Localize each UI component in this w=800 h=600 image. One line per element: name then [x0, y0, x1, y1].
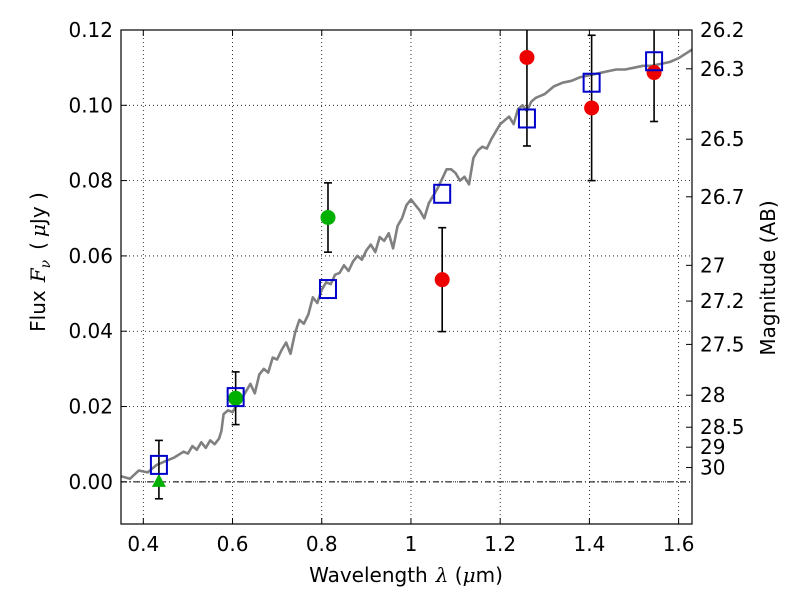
- x-axis-unit-rest: m): [476, 563, 503, 587]
- right-tick-label: 27: [700, 253, 725, 277]
- data-point-circle: [320, 210, 336, 226]
- model-photometry-square: [645, 51, 664, 72]
- x-axis-symbol: λ: [435, 563, 449, 587]
- model-spectrum-line: [121, 48, 692, 481]
- data-markers: [149, 49, 664, 487]
- model-photometry-square: [149, 454, 168, 475]
- y-ticks: 0.00 0.02 0.04 0.06 0.08 0.10 0.12: [68, 18, 127, 494]
- x-tick-label: 1.4: [573, 532, 605, 556]
- x-tick-label: 0.4: [127, 532, 159, 556]
- right-tick-label: 28: [700, 383, 725, 407]
- y-tick-label: 0.08: [68, 169, 113, 193]
- x-axis-unit-open: (: [448, 563, 462, 587]
- data-point-circle: [434, 272, 450, 288]
- right-tick-label: 29: [700, 435, 725, 459]
- model-spectrum-layer: [121, 48, 692, 481]
- data-point-circle: [646, 65, 662, 81]
- model-photometry-square: [226, 387, 245, 408]
- x-axis-unit-mu: μ: [463, 563, 476, 587]
- x-ticks: 0.4 0.6 0.8 1 1.2 1.4 1.6: [127, 30, 695, 556]
- upper-limit-triangle: [151, 473, 166, 487]
- x-axis-title-text: Wavelength: [309, 563, 428, 587]
- right-tick-label: 26.3: [700, 57, 745, 81]
- y-axis-title: Flux Fν ( μJy ): [26, 192, 54, 332]
- y-tick-label: 0.12: [68, 18, 113, 42]
- y-axis-unit-open: (: [26, 242, 50, 250]
- model-photometry-square: [517, 108, 536, 129]
- data-point-circle: [228, 390, 244, 406]
- right-tick-label: 27.2: [700, 289, 745, 313]
- x-axis-title: Wavelength λ (μm): [309, 563, 503, 587]
- right-tick-label: 27.5: [700, 332, 745, 356]
- y-tick-label: 0.06: [68, 244, 113, 268]
- x-tick-label: 1.6: [663, 532, 695, 556]
- right-axis-title: Magnitude (AB): [756, 200, 780, 355]
- y-tick-label: 0.04: [68, 319, 113, 343]
- data-point-circle: [519, 49, 535, 65]
- y-axis-unit-mu: μ: [26, 224, 50, 237]
- y-axis-symbol: F: [26, 267, 50, 283]
- model-photometry-square: [318, 279, 337, 300]
- y-tick-label: 0.00: [68, 470, 113, 494]
- x-tick-label: 0.8: [306, 532, 338, 556]
- y-tick-label: 0.02: [68, 395, 113, 419]
- y-axis-title-text: Flux: [26, 290, 50, 332]
- y-tick-label: 0.10: [68, 93, 113, 117]
- plot-frame: [120, 29, 693, 525]
- model-photometry-square: [582, 72, 601, 93]
- right-tick-label: 26.7: [700, 185, 745, 209]
- y-axis-subscript: ν: [38, 259, 54, 268]
- x-tick-label: 1.2: [484, 532, 516, 556]
- y-axis-unit-rest: Jy ): [26, 192, 50, 226]
- x-tick-label: 1: [405, 532, 418, 556]
- right-tick-label: 28.5: [700, 415, 745, 439]
- right-tick-label: 30: [700, 456, 725, 480]
- model-photometry-square: [433, 183, 452, 204]
- right-tick-label: 26.5: [700, 127, 745, 151]
- x-tick-label: 0.6: [217, 532, 249, 556]
- right-tick-label: 26.2: [700, 18, 745, 42]
- data-point-circle: [584, 100, 600, 116]
